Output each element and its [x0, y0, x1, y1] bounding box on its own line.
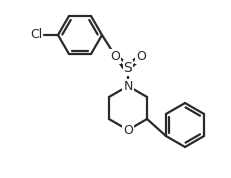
Text: N: N [123, 80, 132, 93]
Text: S: S [123, 61, 132, 75]
Text: O: O [122, 124, 132, 137]
Text: O: O [109, 49, 119, 62]
Text: Cl: Cl [30, 28, 42, 41]
Text: O: O [135, 49, 145, 62]
